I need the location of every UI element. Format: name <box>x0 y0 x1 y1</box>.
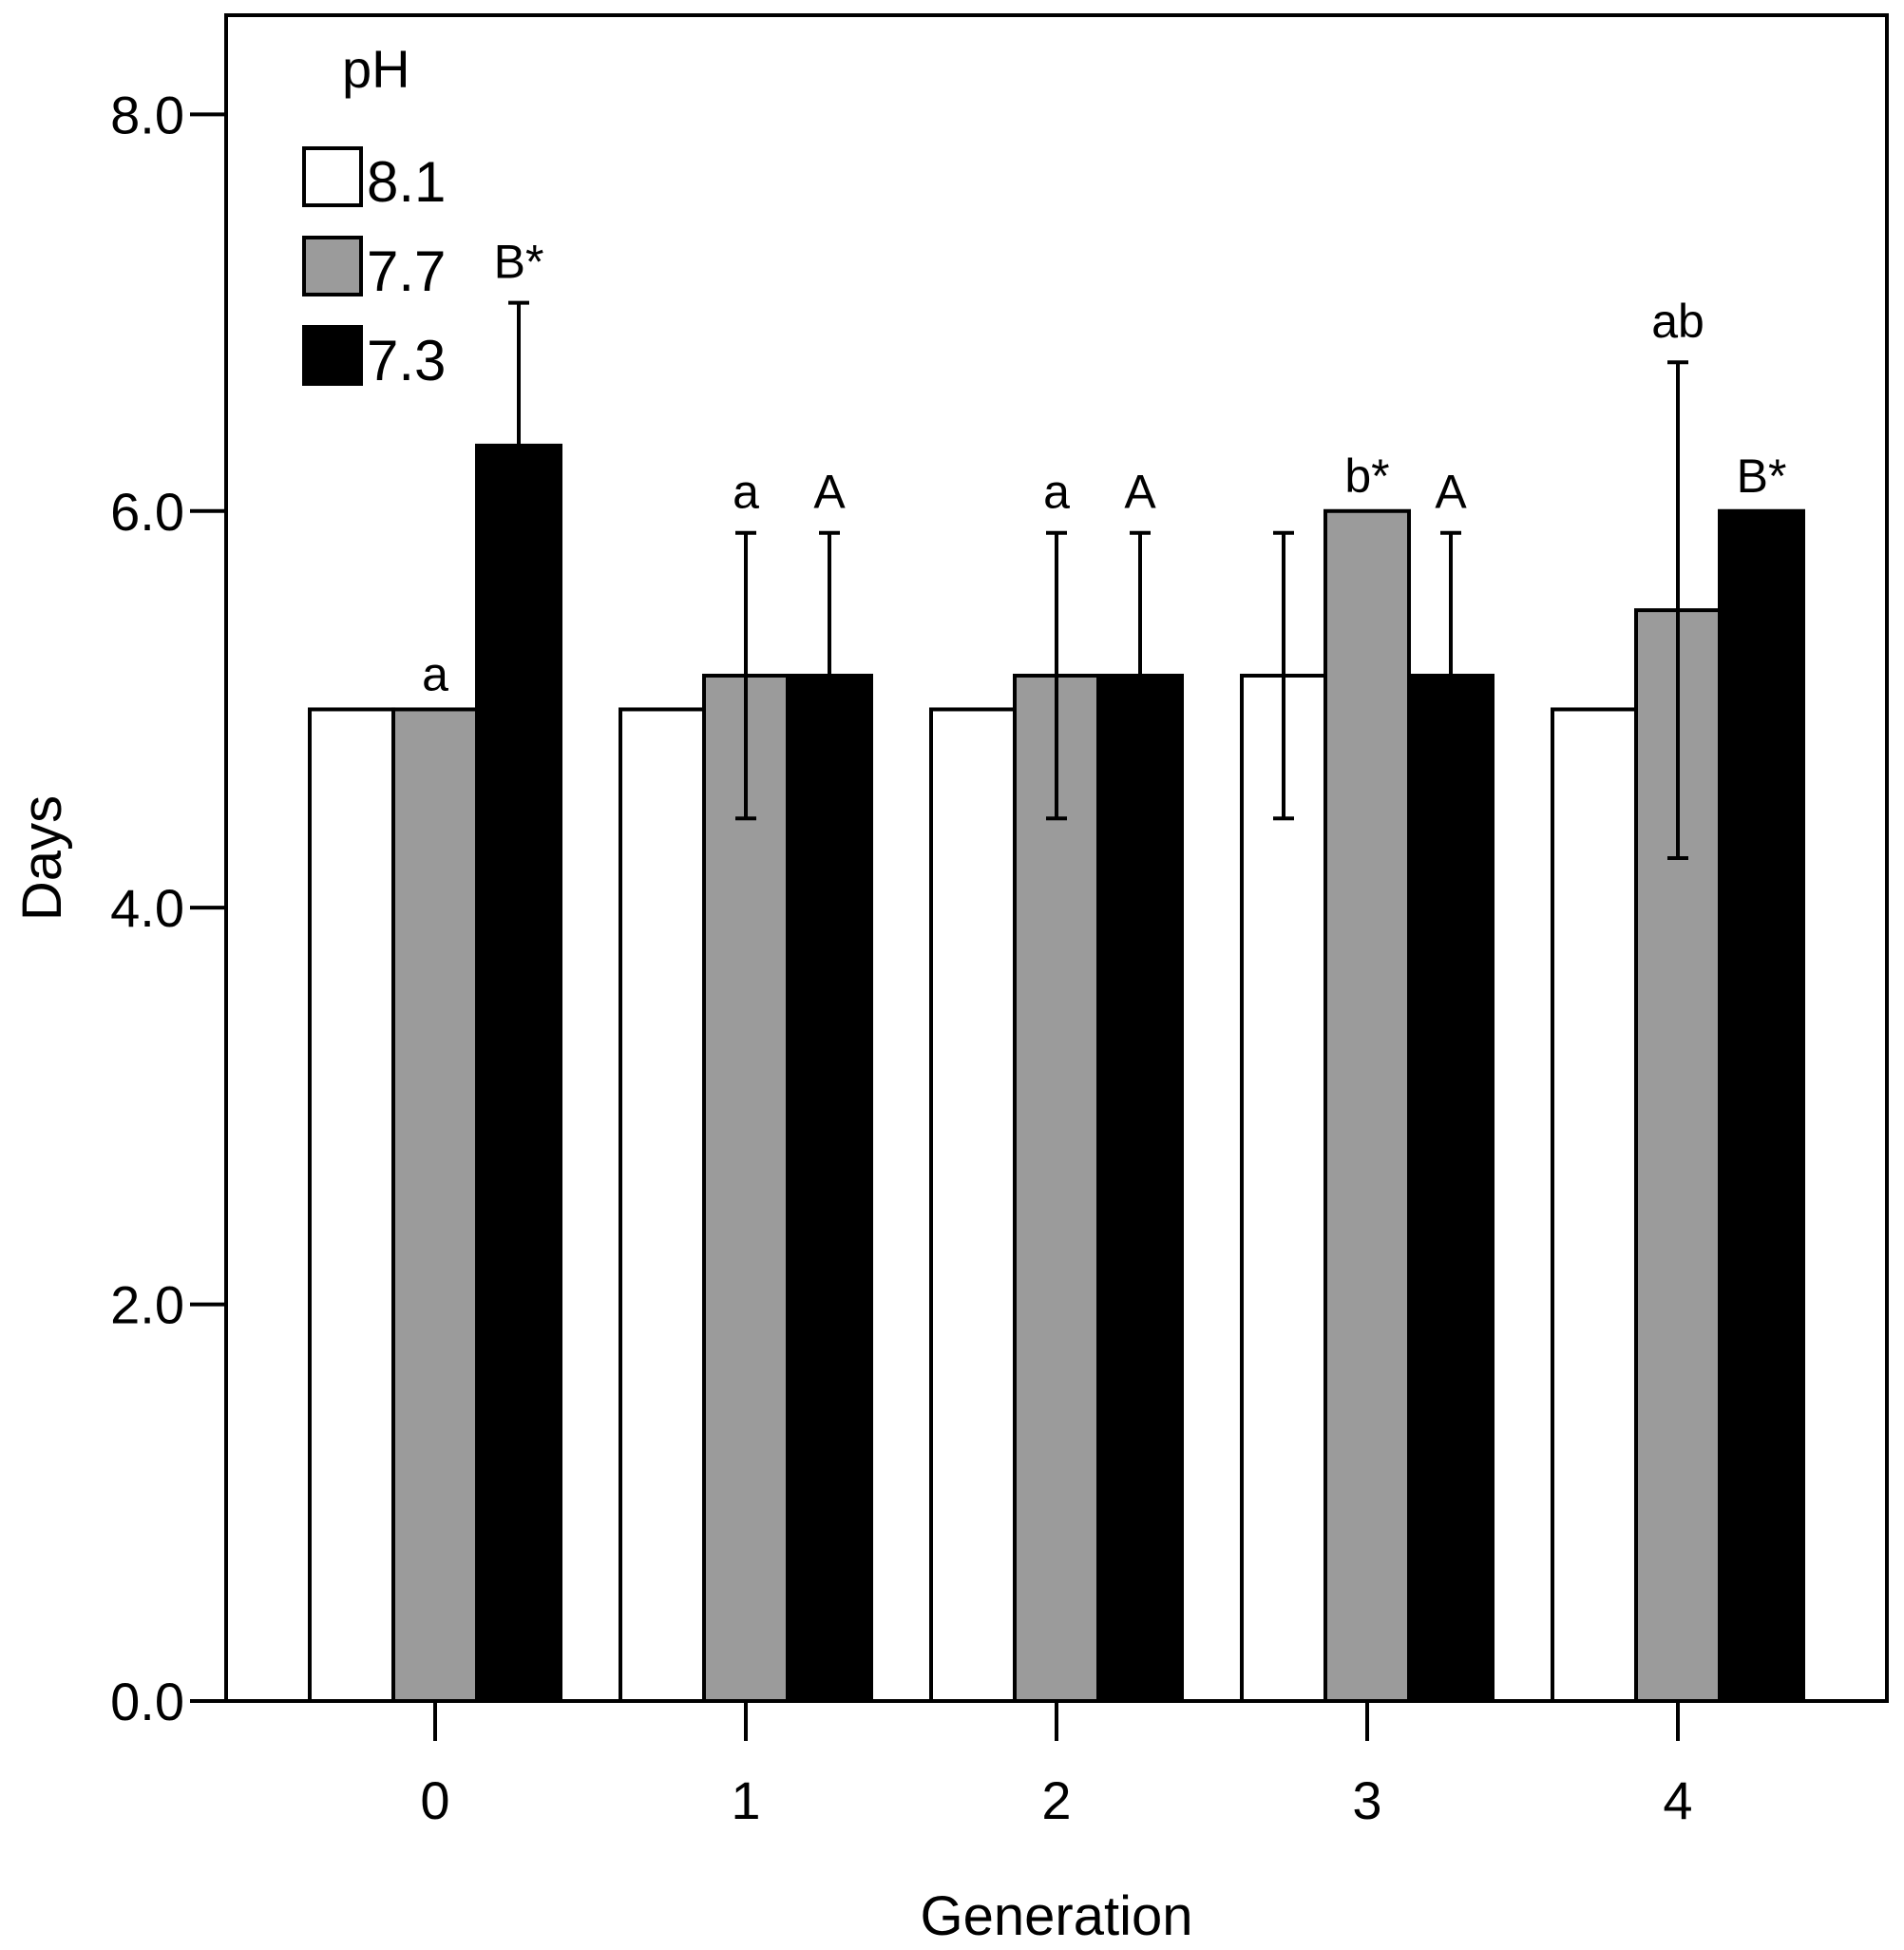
significance-label: a <box>422 647 448 700</box>
bar-series-7_7-gen-3 <box>1323 508 1411 1704</box>
bar-series-7_3-gen-2 <box>1096 673 1184 1703</box>
y-tick-label: 8.0 <box>110 85 184 144</box>
bar-series-7_3-gen-0 <box>475 443 562 1704</box>
bar-series-7_7-gen-1 <box>702 673 790 1703</box>
bar-series-7_7-gen-0 <box>391 707 479 1703</box>
legend-swatch <box>302 146 363 207</box>
significance-label: A <box>1124 466 1156 519</box>
legend-swatch <box>302 236 363 296</box>
significance-label: A <box>1435 466 1467 519</box>
legend-swatch <box>302 325 363 386</box>
x-tick-label: 0 <box>420 1770 449 1830</box>
x-axis-title: Generation <box>921 1885 1193 1947</box>
significance-label: b* <box>1344 449 1389 503</box>
significance-label: B* <box>494 236 544 289</box>
bar-series-8_1-gen-1 <box>619 707 706 1703</box>
bar-series-7_7-gen-2 <box>1013 673 1100 1703</box>
bar-series-8_1-gen-0 <box>308 707 395 1703</box>
significance-label: a <box>733 466 759 519</box>
bar-series-7_3-gen-4 <box>1718 508 1805 1704</box>
y-tick-label: 4.0 <box>110 878 184 938</box>
legend-label: 7.7 <box>367 239 446 303</box>
y-tick-label: 0.0 <box>110 1672 184 1731</box>
legend-label: 8.1 <box>367 150 446 214</box>
x-tick-label: 2 <box>1041 1770 1071 1830</box>
significance-label: B* <box>1737 449 1787 503</box>
bar-series-7_3-gen-3 <box>1407 673 1495 1703</box>
legend-title: pH <box>342 39 410 99</box>
significance-label: A <box>813 466 846 519</box>
x-tick-label: 4 <box>1663 1770 1692 1830</box>
significance-label: a <box>1043 466 1070 519</box>
x-tick-label: 1 <box>731 1770 760 1830</box>
bar-series-7_3-gen-1 <box>786 673 873 1703</box>
bar-series-8_1-gen-4 <box>1551 707 1638 1703</box>
bar-series-8_1-gen-3 <box>1240 673 1327 1703</box>
x-tick-label: 3 <box>1352 1770 1381 1830</box>
bar-series-8_1-gen-2 <box>929 707 1017 1703</box>
y-axis-title: Days <box>11 795 73 921</box>
significance-label: ab <box>1651 295 1704 348</box>
y-tick-label: 2.0 <box>110 1275 184 1335</box>
legend-label: 7.3 <box>367 329 446 392</box>
y-tick-label: 6.0 <box>110 482 184 542</box>
